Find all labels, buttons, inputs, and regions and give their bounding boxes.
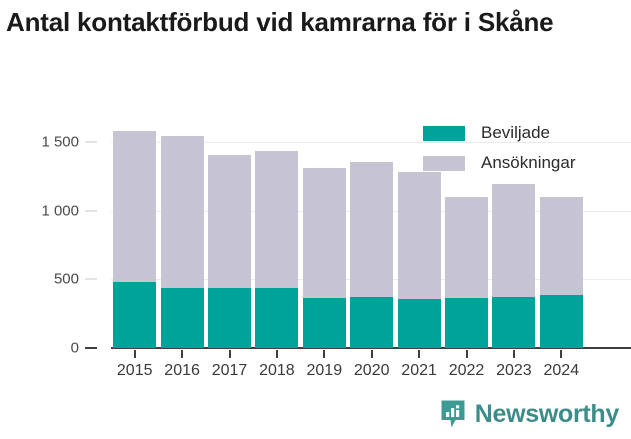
y-tick-mark-1500 bbox=[85, 140, 97, 143]
bar-2016[interactable] bbox=[160, 136, 204, 348]
x-tick-mark-2019 bbox=[323, 350, 326, 358]
legend-swatch-ansokningar bbox=[423, 155, 465, 171]
page-title: Antal kontaktförbud vid kamrarna för i S… bbox=[6, 7, 554, 37]
x-axis-tick-label-2020: 2020 bbox=[353, 362, 390, 379]
brand-wordmark: Newsworthy bbox=[474, 400, 620, 428]
bar-segment-ansokningar-2018[interactable] bbox=[255, 150, 299, 288]
x-axis-tick-label-2016: 2016 bbox=[164, 362, 200, 379]
bar-2019[interactable] bbox=[302, 167, 346, 348]
bar-segment-beviljade-2020[interactable] bbox=[350, 296, 394, 348]
legend-item-1[interactable]: Beviljade bbox=[423, 120, 576, 146]
y-axis-tick-label: 1 000 bbox=[41, 202, 79, 219]
x-axis-tick-label-2024: 2024 bbox=[543, 362, 580, 379]
bar-segment-ansokningar-2017[interactable] bbox=[208, 154, 251, 288]
gridline-0 bbox=[111, 347, 631, 349]
y-axis-tick-label: 500 bbox=[53, 270, 79, 288]
bar-segment-ansokningar-2016[interactable] bbox=[160, 136, 204, 288]
y-axis-tick-label: 1 500 bbox=[41, 133, 79, 151]
bar-chart-speech-bubble-icon bbox=[441, 400, 465, 428]
bar-segment-ansokningar-2023[interactable] bbox=[492, 183, 536, 297]
bar-2018[interactable] bbox=[255, 150, 299, 348]
bar-segment-ansokningar-2022[interactable] bbox=[445, 197, 488, 298]
y-tick-mark-1000 bbox=[85, 209, 97, 212]
bar-2015[interactable] bbox=[113, 130, 157, 348]
y-tick-mark-0 bbox=[85, 347, 97, 349]
newsworthy-logo: Newsworthy bbox=[440, 399, 619, 429]
x-axis-tick-label-2021: 2021 bbox=[401, 362, 437, 379]
bar-2023[interactable] bbox=[492, 183, 536, 348]
bar-2020[interactable] bbox=[350, 161, 394, 348]
x-axis-tick-label-2022: 2022 bbox=[448, 362, 485, 379]
bar-segment-beviljade-2023[interactable] bbox=[492, 296, 536, 348]
legend-label: Beviljade bbox=[481, 123, 550, 142]
bar-segment-ansokningar-2021[interactable] bbox=[397, 172, 441, 299]
bar-segment-beviljade-2019[interactable] bbox=[302, 297, 346, 348]
x-tick-mark-2018 bbox=[275, 350, 278, 358]
x-tick-mark-2022 bbox=[465, 350, 468, 358]
bar-segment-beviljade-2024[interactable] bbox=[539, 294, 583, 348]
bar-segment-ansokningar-2015[interactable] bbox=[113, 130, 157, 283]
legend-item-2[interactable]: Ansökningar bbox=[423, 150, 576, 176]
x-axis-tick-label-2017: 2017 bbox=[211, 362, 248, 379]
x-tick-mark-2015 bbox=[133, 350, 136, 358]
x-axis-tick-label-2015: 2015 bbox=[116, 362, 153, 379]
bar-segment-beviljade-2018[interactable] bbox=[255, 287, 299, 348]
x-tick-mark-2023 bbox=[512, 350, 515, 358]
legend-swatch-beviljade bbox=[423, 125, 465, 141]
gridline-1500 bbox=[111, 141, 631, 143]
chart-legend: Beviljade Ansökningar bbox=[423, 120, 576, 180]
bar-segment-ansokningar-2019[interactable] bbox=[302, 167, 346, 298]
bar-segment-ansokningar-2020[interactable] bbox=[350, 161, 394, 297]
x-axis-tick-label-2023: 2023 bbox=[496, 362, 532, 379]
y-axis-tick-label: 0 bbox=[70, 339, 79, 357]
bar-2017[interactable] bbox=[208, 154, 251, 348]
bar-segment-beviljade-2015[interactable] bbox=[113, 282, 157, 348]
x-axis-tick-label-2019: 2019 bbox=[306, 362, 343, 379]
bar-segment-ansokningar-2024[interactable] bbox=[539, 197, 583, 295]
x-tick-mark-2024 bbox=[560, 350, 563, 358]
bar-segment-beviljade-2016[interactable] bbox=[160, 287, 204, 348]
y-tick-mark-500 bbox=[85, 278, 97, 281]
x-tick-mark-2016 bbox=[181, 350, 184, 358]
bar-2022[interactable] bbox=[445, 197, 488, 348]
bar-segment-beviljade-2021[interactable] bbox=[397, 298, 441, 348]
bar-2021[interactable] bbox=[397, 172, 441, 348]
x-axis-tick-label-2018: 2018 bbox=[259, 362, 295, 379]
x-tick-mark-2021 bbox=[418, 350, 421, 358]
x-tick-mark-2020 bbox=[370, 350, 373, 358]
legend-label: Ansökningar bbox=[481, 153, 576, 172]
bar-segment-beviljade-2017[interactable] bbox=[208, 287, 251, 348]
bar-2024[interactable] bbox=[539, 197, 583, 348]
bar-segment-beviljade-2022[interactable] bbox=[445, 297, 488, 348]
chart-plot-area: 0 500 1 000 1 500 2015 2016 2017 2018 2019 2020 2… bbox=[41, 130, 631, 379]
x-tick-mark-2017 bbox=[228, 350, 231, 358]
